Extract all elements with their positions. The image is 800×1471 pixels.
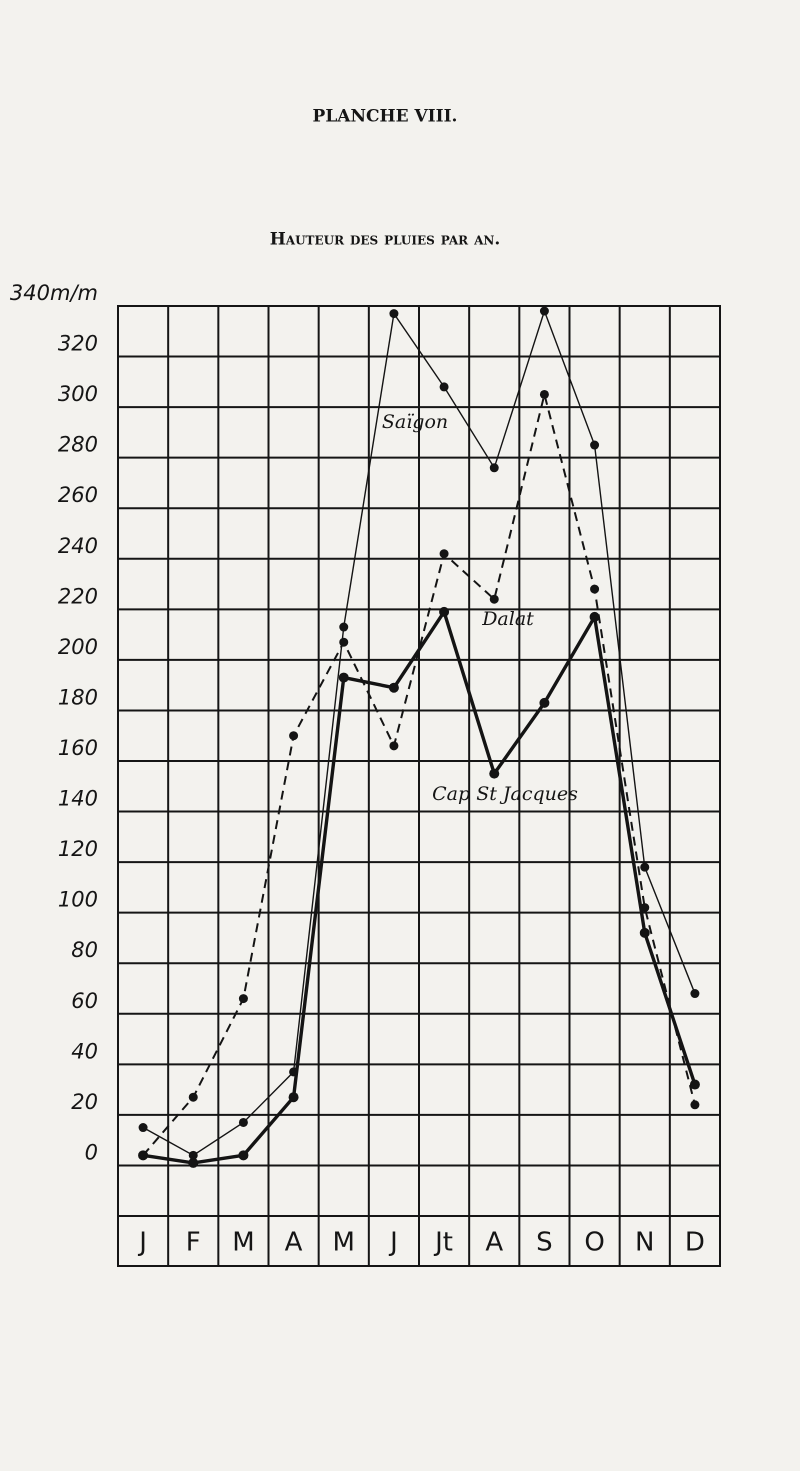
data-point: [690, 989, 700, 999]
series-label: Cap St Jacques: [432, 783, 578, 805]
data-point: [238, 1150, 249, 1161]
x-tick-label: M: [232, 1228, 254, 1258]
x-tick-label: D: [685, 1228, 705, 1258]
y-tick-label: 40: [71, 1039, 98, 1063]
series-line: [142, 394, 696, 1156]
y-tick-label: 260: [58, 483, 98, 507]
x-tick-label: F: [186, 1228, 201, 1258]
data-point: [138, 1123, 148, 1133]
x-tick-label: J: [137, 1228, 147, 1258]
data-point: [188, 1150, 198, 1160]
x-tick-label: A: [285, 1228, 303, 1258]
x-tick-label: N: [635, 1228, 654, 1258]
data-point: [289, 731, 299, 741]
series-line: [142, 308, 696, 1157]
y-tick-label: 60: [71, 989, 98, 1013]
x-tick-label: A: [485, 1228, 503, 1258]
y-tick-label: 180: [58, 685, 98, 709]
data-point: [489, 463, 499, 473]
data-point: [640, 862, 650, 872]
x-tick-label: O: [584, 1228, 604, 1258]
series-label: Dalat: [481, 608, 534, 630]
x-tick-label: J: [388, 1228, 398, 1258]
data-point: [389, 309, 399, 319]
data-point: [590, 440, 600, 450]
series-label: Saïgon: [382, 411, 448, 433]
series-line: [142, 607, 697, 1165]
y-tick-label: 20: [71, 1090, 98, 1114]
data-point: [238, 1117, 248, 1127]
y-tick-label: 280: [58, 433, 98, 457]
data-point: [439, 606, 450, 617]
y-tick-label: 340m/m: [10, 281, 98, 305]
data-point: [539, 306, 549, 316]
y-tick-label: 220: [58, 584, 98, 608]
data-point: [188, 1092, 198, 1102]
y-tick-label: 240: [58, 534, 98, 558]
data-point: [339, 622, 349, 632]
data-point: [689, 1079, 700, 1090]
chart-title: Hauteur des pluies par an.: [270, 230, 501, 250]
x-tick-label: Jt: [433, 1228, 453, 1258]
data-point: [590, 584, 600, 594]
data-point: [489, 768, 500, 779]
data-point: [539, 389, 549, 399]
x-tick-label: M: [333, 1228, 355, 1258]
y-tick-label: 300: [58, 382, 98, 406]
y-tick-label: 160: [58, 736, 98, 760]
data-point: [539, 697, 550, 708]
y-tick-label: 80: [71, 938, 98, 962]
data-point: [339, 637, 349, 647]
y-tick-label: 100: [58, 888, 98, 912]
data-point: [388, 682, 399, 693]
data-point: [188, 1157, 199, 1168]
plate-title: PLANCHE VIII.: [313, 107, 458, 127]
y-tick-label: 120: [58, 837, 98, 861]
y-tick-label: 200: [58, 635, 98, 659]
data-point: [138, 1150, 149, 1161]
data-point: [489, 594, 499, 604]
data-point: [439, 549, 449, 559]
x-tick-label: S: [536, 1228, 553, 1258]
data-point: [389, 741, 399, 751]
data-point: [288, 1092, 299, 1103]
data-point: [589, 611, 600, 622]
y-tick-label: 140: [58, 787, 98, 811]
y-tick-label: 0: [85, 1140, 98, 1164]
data-point: [338, 672, 349, 683]
data-point: [439, 382, 449, 392]
data-point: [639, 927, 650, 938]
data-point: [238, 994, 248, 1004]
data-point: [690, 1100, 700, 1110]
y-tick-label: 320: [58, 332, 98, 356]
